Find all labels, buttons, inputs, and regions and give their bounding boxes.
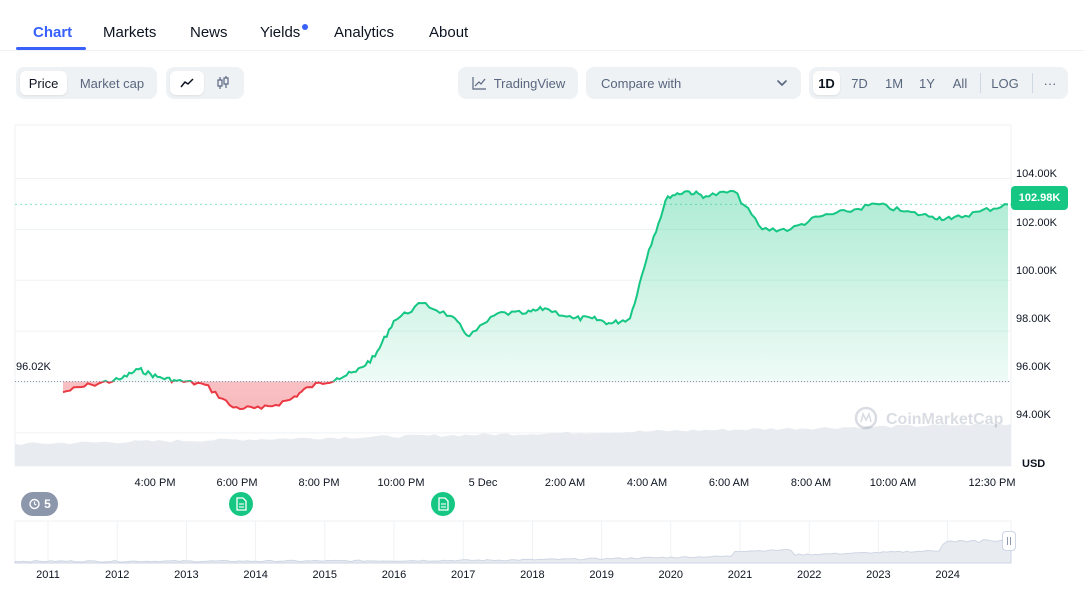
tab-about[interactable]: About [429, 24, 469, 41]
tradingview-chart-icon [472, 77, 486, 90]
range-1y-button[interactable]: 1Y [919, 75, 935, 91]
chevron-down-icon [777, 80, 787, 86]
navigator-year-label: 2018 [520, 569, 544, 581]
y-tick-label: 100.00K [1016, 265, 1058, 277]
navigator-year-label: 2019 [589, 569, 613, 581]
current-price-tag: 102.98K [1011, 186, 1068, 210]
active-tab-underline [16, 47, 86, 50]
navigator-range-handle[interactable] [1002, 531, 1016, 551]
y-tick-label: 102.00K [1016, 217, 1058, 229]
navigator-year-label: 2023 [866, 569, 890, 581]
x-tick-label: 8:00 PM [299, 477, 340, 489]
x-tick-label: 12:30 PM [968, 477, 1015, 489]
x-tick-label: 6:00 PM [217, 477, 258, 489]
navigator-year-label: 2022 [797, 569, 821, 581]
compare-with-dropdown[interactable]: Compare with [586, 67, 801, 99]
tab-chart[interactable]: Chart [33, 24, 73, 41]
price-marketcap-toggle: Price Market cap [16, 67, 157, 99]
navigator-year-label: 2017 [451, 569, 475, 581]
market-cap-button[interactable]: Market cap [79, 75, 145, 91]
volume-area [15, 423, 1011, 466]
compare-with-label: Compare with [601, 76, 682, 91]
y-tick-label: 96.00K [1016, 361, 1052, 373]
more-options-button[interactable]: ··· [1043, 75, 1057, 91]
watermark-text: CoinMarketCap [886, 411, 1004, 428]
x-tick-label: 4:00 PM [135, 477, 176, 489]
x-tick-label: 10:00 PM [377, 477, 424, 489]
tab-markets[interactable]: Markets [103, 24, 157, 41]
range-7d-button[interactable]: 7D [851, 75, 868, 91]
price-area-above-open [63, 190, 1008, 382]
open-price-label: 96.02K [16, 361, 51, 373]
tab-bar: Chart Markets News Yields Analytics Abou… [0, 0, 1084, 51]
range-1m-button[interactable]: 1M [884, 75, 904, 91]
chart-style-toggle [166, 67, 244, 99]
navigator-year-label: 2011 [36, 569, 60, 581]
candlestick-chart-button[interactable] [206, 71, 240, 95]
tradingview-label: TradingView [493, 75, 566, 91]
time-range-toggle: 1D 7D 1M 1Y All LOG ··· [809, 67, 1068, 99]
navigator-year-label: 2020 [659, 569, 683, 581]
history-events-button[interactable]: 5 [21, 492, 58, 516]
history-navigator[interactable]: 2011 2012 2013 2014 2015 2016 2017 2018 2019 2020… [0, 515, 1084, 615]
price-line-up [101, 189, 1009, 382]
history-count: 5 [44, 497, 51, 511]
navigator-year-label: 2014 [243, 569, 267, 581]
line-chart-icon [180, 78, 194, 88]
navigator-year-label: 2021 [728, 569, 752, 581]
navigator-history-area [14, 538, 1012, 564]
x-tick-label: 2:00 AM [545, 477, 585, 489]
x-tick-label: 10:00 AM [870, 477, 916, 489]
line-chart-button[interactable] [170, 71, 204, 95]
document-icon [236, 497, 247, 511]
news-event-marker[interactable] [229, 492, 253, 516]
tradingview-button[interactable]: TradingView [458, 67, 578, 99]
log-scale-button[interactable]: LOG [991, 75, 1019, 91]
price-chart[interactable]: CoinMarketCap 104.00K 102.00K 100.00K 98… [0, 120, 1084, 500]
price-area-below-open [63, 381, 334, 410]
coinmarketcap-watermark: CoinMarketCap [854, 406, 1004, 430]
open-price-value: 96.02K [16, 361, 51, 373]
navigator-year-label: 2013 [174, 569, 198, 581]
tab-news[interactable]: News [190, 24, 228, 41]
y-tick-label: 94.00K [1016, 409, 1052, 421]
x-tick-label: 8:00 AM [791, 477, 831, 489]
document-icon [438, 497, 449, 511]
x-tick-label: 6:00 AM [709, 477, 749, 489]
range-1d-button[interactable]: 1D [813, 71, 840, 95]
navigator-year-label: 2015 [313, 569, 337, 581]
x-tick-label: 5 Dec [469, 477, 498, 489]
toolbar-divider [1032, 73, 1033, 93]
navigator-year-label: 2016 [382, 569, 406, 581]
tab-yields[interactable]: Yields [260, 24, 301, 41]
tab-analytics[interactable]: Analytics [334, 24, 395, 41]
news-event-marker[interactable] [431, 492, 455, 516]
y-tick-label: 104.00K [1016, 168, 1058, 180]
candlestick-icon [217, 76, 229, 89]
navigator-year-label: 2024 [935, 569, 959, 581]
price-line-down [62, 381, 335, 411]
yields-notification-dot [302, 24, 308, 30]
history-icon [29, 498, 40, 510]
navigator-year-label: 2012 [105, 569, 129, 581]
currency-label: USD [1022, 458, 1045, 470]
y-tick-label: 98.00K [1016, 313, 1052, 325]
navigator-year-labels: 2011 2012 2013 2014 2015 2016 2017 2018 2019 2020… [36, 569, 960, 581]
x-tick-label: 4:00 AM [627, 477, 667, 489]
price-button[interactable]: Price [20, 71, 67, 95]
range-all-button[interactable]: All [952, 75, 968, 91]
toolbar-divider [980, 73, 981, 93]
